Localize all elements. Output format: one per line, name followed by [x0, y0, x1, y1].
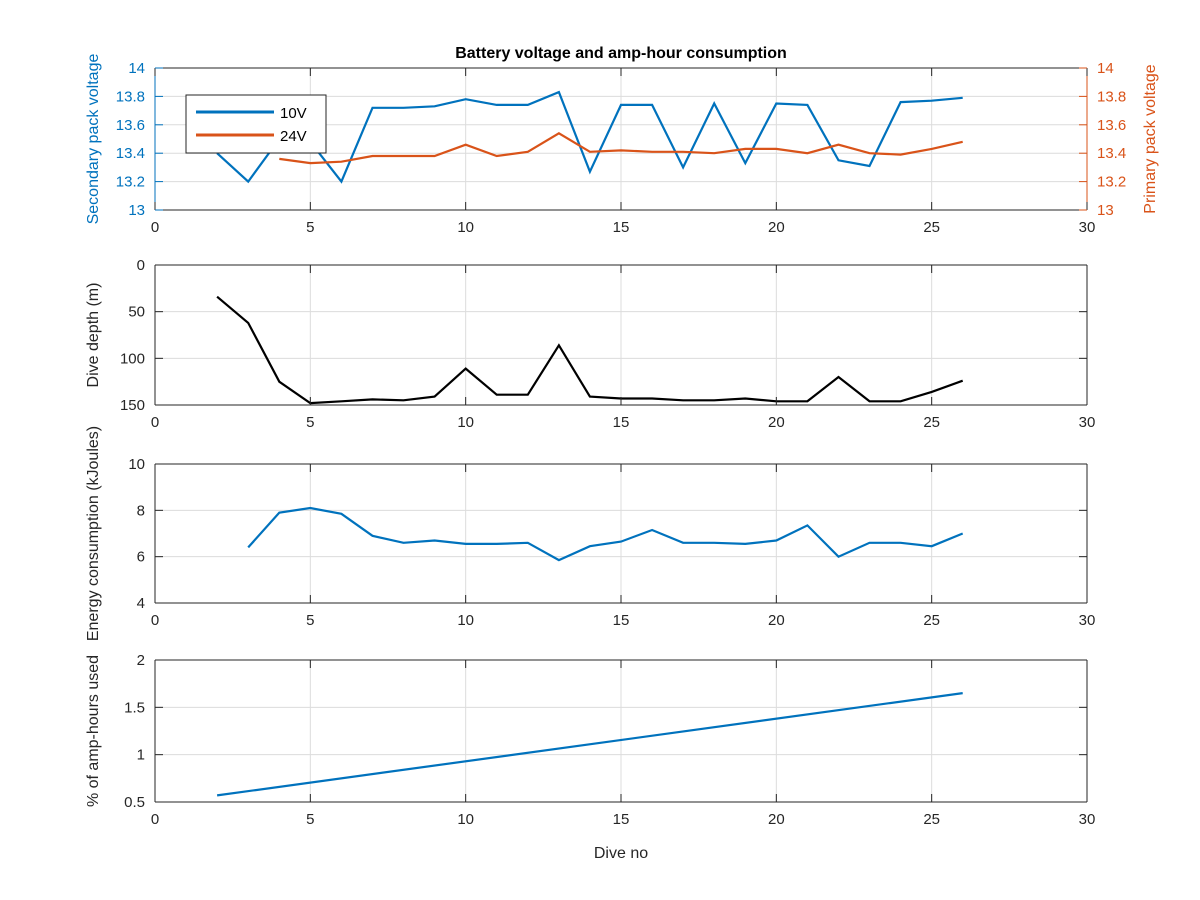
- y-tick-label-right: 13.8: [1097, 88, 1126, 105]
- y-tick-label: 13: [128, 202, 145, 219]
- x-tick-label: 0: [151, 811, 159, 828]
- x-tick-label: 5: [306, 219, 314, 236]
- chart-title: Battery voltage and amp-hour consumption: [455, 45, 787, 62]
- y-axis-label: Secondary pack voltage: [85, 54, 102, 225]
- x-tick-label: 15: [613, 612, 630, 629]
- y-tick-label: 150: [120, 397, 145, 414]
- y-tick-label: 0.5: [124, 794, 145, 811]
- x-tick-label: 20: [768, 811, 785, 828]
- y-tick-label-right: 13.4: [1097, 145, 1126, 162]
- y-tick-label: 8: [137, 502, 145, 519]
- series-line-1: [216, 295, 964, 405]
- y-tick-label-right: 13.2: [1097, 174, 1126, 191]
- y-tick-label-right: 13.6: [1097, 117, 1126, 134]
- y-tick-label-right: 14: [1097, 60, 1114, 77]
- subplot-3: 0 5 10 15 20 25 30 4 6 8 10 Energy consumption (kJo…: [85, 426, 1095, 641]
- y-axis-label: % of amp-hours used: [85, 655, 102, 807]
- x-tick-label: 30: [1079, 414, 1096, 431]
- y-axis-label-right: Primary pack voltage: [1142, 64, 1159, 213]
- x-tick-label: 20: [768, 414, 785, 431]
- x-tick-label: 10: [457, 811, 474, 828]
- x-tick-label: 15: [613, 414, 630, 431]
- y-tick-label-right: 13: [1097, 202, 1114, 219]
- y-tick-label: 13.6: [116, 117, 145, 134]
- x-tick-label: 0: [151, 414, 159, 431]
- series-line-24v: [279, 132, 963, 165]
- y-tick-label: 10: [128, 456, 145, 473]
- legend-label: 24V: [280, 128, 307, 145]
- x-tick-label: 20: [768, 219, 785, 236]
- series-line-1: [216, 692, 963, 797]
- x-tick-label: 5: [306, 414, 314, 431]
- x-tick-label: 0: [151, 219, 159, 236]
- y-axis-label: Energy consumption (kJoules): [85, 426, 102, 641]
- subplot-4: 0 5 10 15 20 25 30 0.5 1 1.5 2 % of amp-hours used D…: [85, 652, 1095, 862]
- legend-label: 10V: [280, 105, 307, 122]
- x-tick-label: 15: [613, 811, 630, 828]
- y-tick-label: 100: [120, 350, 145, 367]
- x-tick-label: 30: [1079, 219, 1096, 236]
- subplot-1: 0 5 10 15 20 25 301313.213.413.613.8141313.213…: [85, 45, 1159, 236]
- y-tick-label: 13.4: [116, 145, 145, 162]
- x-tick-label: 30: [1079, 612, 1096, 629]
- x-tick-label: 25: [923, 219, 940, 236]
- y-tick-label: 50: [128, 304, 145, 321]
- y-tick-label: 14: [128, 60, 145, 77]
- y-tick-label: 0: [137, 257, 145, 274]
- x-tick-label: 5: [306, 811, 314, 828]
- x-tick-label: 10: [457, 414, 474, 431]
- x-tick-label: 0: [151, 612, 159, 629]
- series-line-10v: [216, 90, 963, 184]
- x-tick-label: 25: [923, 612, 940, 629]
- x-tick-label: 30: [1079, 811, 1096, 828]
- y-tick-label: 13.8: [116, 88, 145, 105]
- x-tick-label: 20: [768, 612, 785, 629]
- subplot-2: 0 5 10 15 20 25 30 0 50 100 150 Dive depth (m): [85, 257, 1095, 431]
- y-tick-label: 2: [137, 652, 145, 669]
- y-axis-label: Dive depth (m): [85, 283, 102, 388]
- x-tick-label: 15: [613, 219, 630, 236]
- x-tick-label: 10: [457, 219, 474, 236]
- y-tick-label: 4: [137, 595, 145, 612]
- x-tick-label: 10: [457, 612, 474, 629]
- x-axis-label: Dive no: [594, 845, 648, 862]
- y-tick-label: 13.2: [116, 174, 145, 191]
- x-tick-label: 5: [306, 612, 314, 629]
- y-tick-label: 6: [137, 549, 145, 566]
- y-tick-label: 1.5: [124, 699, 145, 716]
- legend-box: [185, 94, 327, 154]
- y-tick-label: 1: [137, 747, 145, 764]
- x-tick-label: 25: [923, 414, 940, 431]
- x-tick-label: 25: [923, 811, 940, 828]
- series-line-1: [247, 506, 964, 562]
